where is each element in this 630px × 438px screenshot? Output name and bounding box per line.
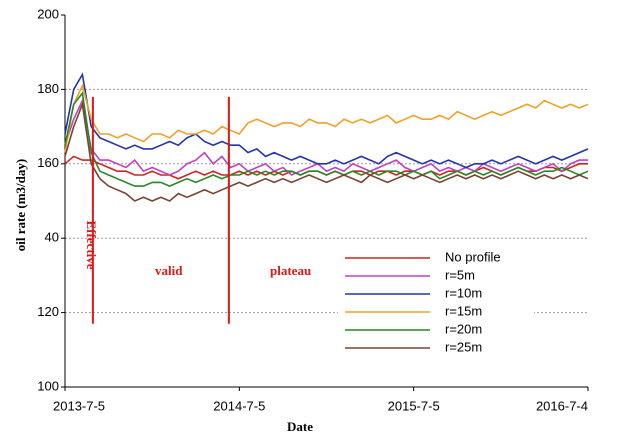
series-line: [64, 91, 589, 187]
phase-annotation: valid: [155, 263, 183, 278]
y-axis-label: oil rate (m3/day): [13, 159, 28, 251]
y-tick-label: 40: [45, 230, 59, 245]
legend-label: r=5m: [445, 267, 475, 282]
series-line: [64, 72, 589, 169]
x-tick-label: 2015-7-5: [388, 398, 440, 413]
x-axis-label: Date: [287, 419, 313, 434]
series-line: [64, 97, 588, 176]
y-tick-label: 180: [37, 81, 59, 96]
x-tick-label: 2016-7-4: [536, 398, 588, 413]
y-tick-label: 120: [37, 304, 59, 319]
series-line: [64, 101, 589, 202]
legend-label: r=20m: [445, 321, 482, 336]
series-line: [64, 83, 589, 153]
legend-label: r=10m: [445, 285, 482, 300]
x-tick-label: 2014-7-5: [213, 398, 265, 413]
y-tick-label: 160: [37, 155, 59, 170]
legend-box: [338, 248, 534, 358]
legend-label: r=15m: [445, 303, 482, 318]
phase-annotation: Effective: [84, 220, 99, 269]
y-tick-label: 200: [37, 6, 59, 21]
y-tick-label: 100: [37, 378, 59, 393]
legend-label: No profile: [445, 249, 501, 264]
x-tick-label: 2013-7-5: [53, 398, 105, 413]
legend: No profile r=5m r=10m r=15m r=20m r=25m: [338, 248, 534, 358]
legend-label: r=25m: [445, 339, 482, 354]
phase-annotation: plateau: [270, 263, 311, 278]
